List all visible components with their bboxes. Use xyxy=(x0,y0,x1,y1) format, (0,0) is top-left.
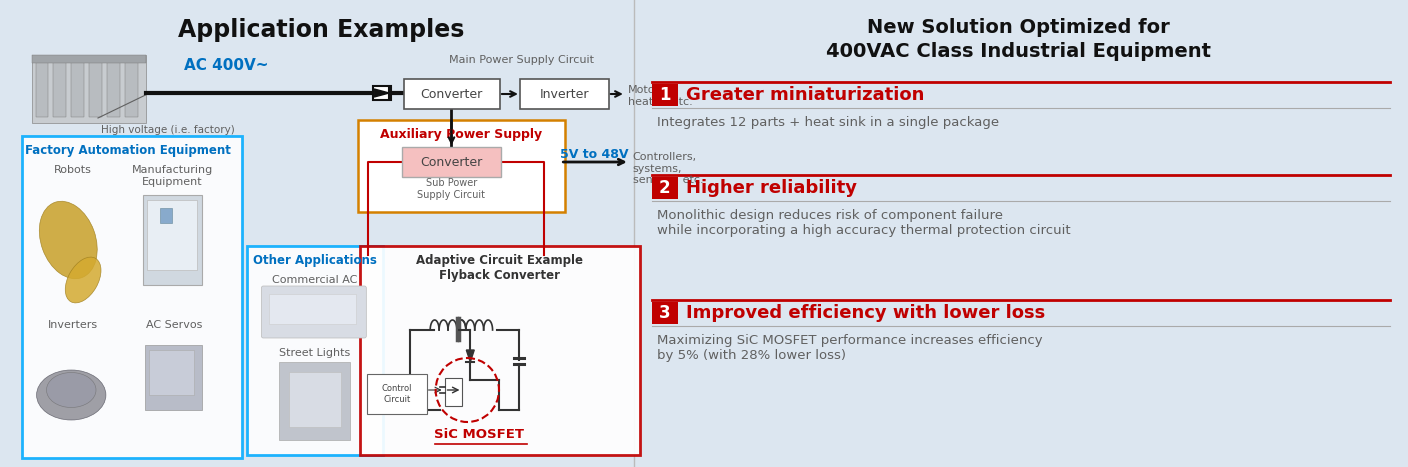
Bar xyxy=(125,60,138,117)
FancyBboxPatch shape xyxy=(367,374,427,414)
Text: Maximizing SiC MOSFET performance increases efficiency
by 5% (with 28% lower los: Maximizing SiC MOSFET performance increa… xyxy=(658,334,1043,362)
Ellipse shape xyxy=(37,370,106,420)
Text: Robots: Robots xyxy=(55,165,92,175)
Bar xyxy=(142,195,201,285)
Bar xyxy=(107,60,120,117)
Text: Monolithic design reduces risk of component failure
while incorporating a high a: Monolithic design reduces risk of compon… xyxy=(658,209,1070,237)
Bar xyxy=(289,372,341,427)
Text: AC 400V~: AC 400V~ xyxy=(184,58,269,73)
Text: 400VAC Class Industrial Equipment: 400VAC Class Industrial Equipment xyxy=(826,42,1211,61)
Bar xyxy=(72,60,84,117)
FancyBboxPatch shape xyxy=(248,246,383,455)
FancyBboxPatch shape xyxy=(21,136,242,458)
FancyBboxPatch shape xyxy=(359,120,566,212)
Text: Converter: Converter xyxy=(421,156,483,169)
Text: High voltage (i.e. factory): High voltage (i.e. factory) xyxy=(101,125,235,135)
Text: Other Applications: Other Applications xyxy=(253,254,377,267)
Bar xyxy=(161,208,172,223)
Text: Factory Automation Equipment: Factory Automation Equipment xyxy=(25,144,231,157)
Bar xyxy=(652,302,677,324)
Text: Street Lights: Street Lights xyxy=(279,348,351,358)
Text: Control
Circuit: Control Circuit xyxy=(382,384,413,403)
Text: 1: 1 xyxy=(659,86,670,104)
Text: Converter: Converter xyxy=(421,87,483,100)
FancyBboxPatch shape xyxy=(404,79,500,109)
Text: Commercial AC: Commercial AC xyxy=(272,275,358,285)
Bar xyxy=(634,0,1408,467)
Polygon shape xyxy=(466,350,474,362)
Bar xyxy=(373,86,391,100)
Text: Auxiliary Power Supply: Auxiliary Power Supply xyxy=(380,128,542,141)
Ellipse shape xyxy=(65,257,101,303)
Bar xyxy=(89,60,101,117)
Text: Manufacturing
Equipment: Manufacturing Equipment xyxy=(131,165,213,187)
Text: 2: 2 xyxy=(659,179,670,197)
Text: Improved efficiency with lower loss: Improved efficiency with lower loss xyxy=(686,304,1045,322)
Text: SiC MOSFET: SiC MOSFET xyxy=(434,428,524,441)
Text: Integrates 12 parts + heat sink in a single package: Integrates 12 parts + heat sink in a sin… xyxy=(658,116,1000,129)
Ellipse shape xyxy=(46,373,96,408)
Text: Application Examples: Application Examples xyxy=(177,18,465,42)
Bar xyxy=(31,55,145,63)
FancyBboxPatch shape xyxy=(401,147,501,177)
Bar xyxy=(445,378,462,406)
Bar xyxy=(148,200,197,270)
Text: Higher reliability: Higher reliability xyxy=(686,179,856,197)
FancyBboxPatch shape xyxy=(520,79,608,109)
Bar xyxy=(145,345,201,410)
Bar xyxy=(269,294,356,324)
Text: Motor,
heater, etc.: Motor, heater, etc. xyxy=(628,85,693,106)
Text: 3: 3 xyxy=(659,304,670,322)
FancyBboxPatch shape xyxy=(360,246,639,455)
Bar xyxy=(35,60,48,117)
Text: Adaptive Circuit Example
Flyback Converter: Adaptive Circuit Example Flyback Convert… xyxy=(415,254,583,282)
FancyBboxPatch shape xyxy=(262,286,366,338)
Text: 5V to 48V: 5V to 48V xyxy=(560,149,629,162)
Text: Inverter: Inverter xyxy=(539,87,589,100)
Bar xyxy=(31,55,145,123)
Text: New Solution Optimized for: New Solution Optimized for xyxy=(867,18,1170,37)
Text: Main Power Supply Circuit: Main Power Supply Circuit xyxy=(449,55,594,65)
Bar xyxy=(149,350,194,395)
Text: Greater miniaturization: Greater miniaturization xyxy=(686,86,924,104)
Text: Controllers,
systems,
sensors, etc.: Controllers, systems, sensors, etc. xyxy=(632,152,704,185)
Polygon shape xyxy=(375,89,389,97)
Bar xyxy=(652,84,677,106)
Text: Sub Power
Supply Circuit: Sub Power Supply Circuit xyxy=(418,178,486,199)
Text: AC Servos: AC Servos xyxy=(146,320,203,330)
Bar xyxy=(652,177,677,199)
Ellipse shape xyxy=(39,201,97,279)
Bar xyxy=(54,60,66,117)
Bar xyxy=(279,362,351,440)
Text: Inverters: Inverters xyxy=(48,320,99,330)
